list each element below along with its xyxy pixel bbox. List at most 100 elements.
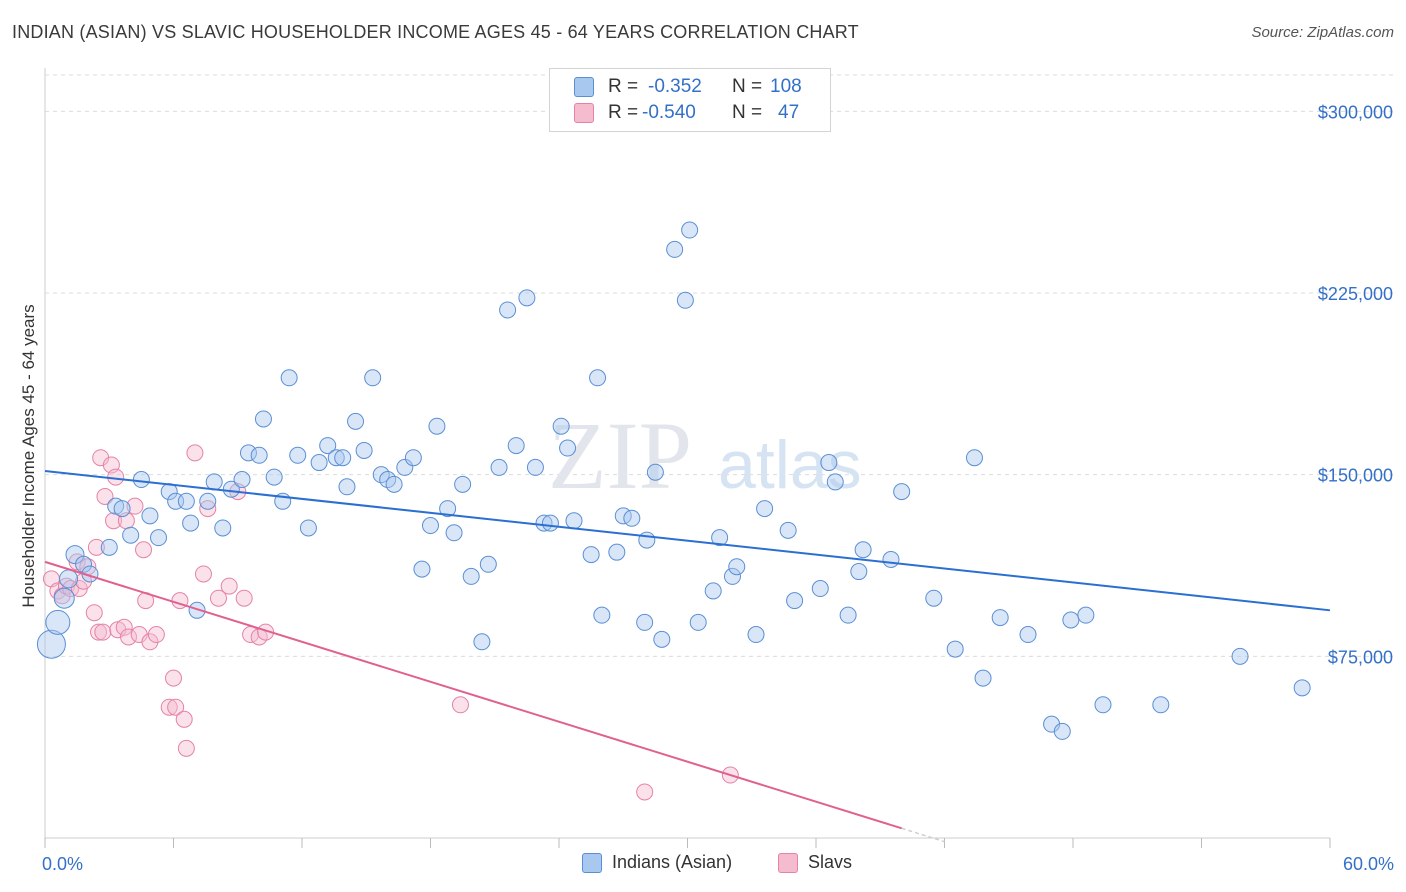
indians-point (1062, 611, 1080, 629)
indians-point (1053, 722, 1071, 740)
indians-point (422, 517, 439, 535)
indians-point (1152, 696, 1170, 714)
indians-point (839, 606, 857, 624)
legend-item-indians[interactable]: Indians (Asian) (582, 852, 732, 873)
indians-point (535, 514, 553, 532)
stats-row-indians: R = -0.352 N = 108 (550, 74, 830, 100)
indians-point (499, 301, 517, 319)
slavs-point (209, 589, 227, 607)
indians-point (974, 669, 992, 687)
indians-point (638, 531, 656, 549)
indians-point (428, 417, 446, 435)
indians-trend-line (44, 470, 1331, 612)
indians-point (681, 221, 699, 239)
indians-point (254, 410, 272, 428)
slavs-point (96, 487, 114, 505)
indians-point (653, 630, 671, 648)
indians-point (589, 369, 607, 387)
indians-point (747, 626, 765, 644)
y-tick-label: $300,000 (1318, 102, 1393, 122)
indians-point (188, 601, 206, 619)
indians-point (811, 580, 829, 598)
stats-n-label: N = (732, 102, 763, 123)
slavs-points (42, 444, 739, 801)
legend-label-indians: Indians (Asian) (612, 852, 733, 872)
indians-point (490, 458, 508, 476)
indians-point (107, 497, 125, 515)
indians-point (364, 369, 382, 387)
indians-point (59, 569, 79, 589)
indians-point (445, 524, 463, 542)
indians-point (473, 633, 491, 651)
indians-point (334, 449, 352, 467)
slavs-point (199, 500, 217, 518)
indians-point (689, 613, 707, 631)
indians-point (882, 550, 900, 568)
legend-label-slavs: Slavs (808, 852, 853, 872)
indians-point (45, 609, 71, 635)
indians-point (965, 449, 983, 467)
stats-r-value: -0.540 (642, 102, 696, 123)
stats-n-value: 47 (778, 102, 800, 123)
x-tick-label-min: 0.0% (42, 854, 83, 874)
indians-point (779, 521, 797, 539)
indians-point (404, 449, 422, 467)
axes (44, 68, 1331, 848)
indians-point (636, 613, 654, 631)
indians-point (541, 514, 559, 532)
indians-point (177, 492, 195, 510)
legend: Indians (Asian) Slavs (0, 852, 1406, 878)
correlation-stats-box: R = -0.352 N = 108 R = -0.540 N = 47 (549, 68, 831, 132)
indians-point (396, 458, 414, 476)
slavs-trend-extension (901, 827, 945, 843)
indians-point (723, 567, 741, 585)
indians-point (711, 529, 729, 547)
slavs-point (165, 669, 182, 687)
indians-point (728, 558, 746, 576)
indians-point (132, 471, 150, 489)
indians-point (666, 240, 684, 258)
indians-point (214, 519, 232, 537)
indians-point (1019, 626, 1037, 644)
indians-point (1293, 679, 1311, 697)
slavs-point (141, 633, 159, 651)
indians-point (991, 609, 1009, 627)
grid-lines (45, 74, 1395, 657)
legend-swatch-pink (778, 852, 798, 873)
indians-point (75, 555, 93, 573)
indians-point (53, 587, 75, 609)
slavs-point (85, 604, 103, 622)
indians-point (239, 444, 257, 462)
indians-point (182, 514, 200, 532)
indians-point (65, 545, 85, 565)
slavs-point (194, 565, 212, 583)
indians-point (946, 640, 964, 658)
legend-item-slavs[interactable]: Slavs (778, 852, 852, 873)
chart-title: INDIAN (ASIAN) VS SLAVIC HOUSEHOLDER INC… (12, 22, 859, 42)
y-tick-label: $225,000 (1318, 284, 1393, 304)
indians-point (310, 454, 328, 472)
x-tick-label-max: 60.0% (1343, 854, 1394, 874)
indians-point (205, 473, 223, 491)
slavs-point (126, 497, 144, 515)
stats-r-label: R = (608, 102, 639, 123)
indians-point (385, 475, 403, 493)
slavs-point (147, 626, 165, 644)
indians-point (507, 437, 525, 455)
indians-point (582, 546, 600, 564)
watermark-atlas: atlas (718, 427, 862, 503)
stats-n-label: N = (732, 76, 763, 97)
indians-point (1077, 606, 1095, 624)
slavs-point (105, 512, 123, 530)
indians-point (1094, 696, 1112, 714)
indians-point (327, 449, 345, 467)
stats-r-label: R = (608, 76, 639, 97)
indians-point (593, 606, 611, 624)
indians-point (289, 446, 307, 464)
stats-r-value: -0.352 (648, 76, 702, 97)
trend-lines (44, 470, 1331, 843)
slavs-point (451, 696, 469, 714)
y-axis-title: Householder Income Ages 45 - 64 years (19, 304, 38, 607)
indians-point (676, 291, 694, 309)
